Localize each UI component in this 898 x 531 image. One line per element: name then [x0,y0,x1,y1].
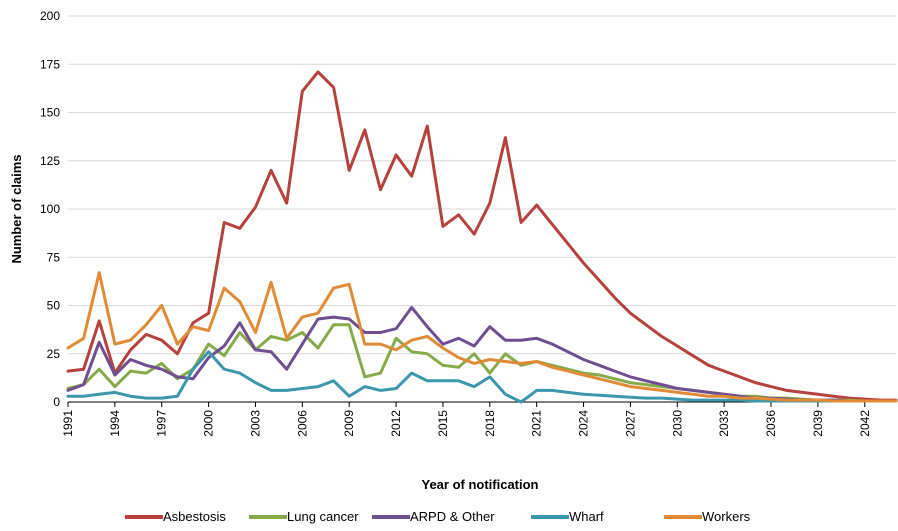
y-tick-label: 75 [47,250,61,264]
y-tick-label: 100 [40,202,60,216]
x-tick-label: 2000 [202,410,216,437]
x-tick-label: 2003 [248,410,262,437]
y-tick-labels: 0 25 50 75 100 125 150 175 200 [40,9,60,409]
x-tick-label: 2009 [342,410,356,437]
y-tick-label: 25 [47,347,61,361]
x-tick-label: 2015 [436,410,450,437]
y-axis-title: Number of claims [9,154,24,263]
legend-label: ARPD & Other [410,509,495,524]
y-tick-label: 175 [40,57,60,71]
x-tick-label: 2042 [858,410,872,437]
series-line-asbestosis [66,70,898,402]
y-tick-label: 50 [47,299,61,313]
x-tick-label: 1997 [155,410,169,437]
y-tick-label: 200 [40,9,60,23]
legend: Asbestosis Lung cancer ARPD & Other Wharf Wo… [125,509,751,524]
x-tick-label: 2039 [811,410,825,437]
y-tick-label: 125 [40,154,60,168]
x-tick-label: 2036 [764,410,778,437]
x-tick-label: 2030 [670,410,684,437]
x-tick-label: 2012 [389,410,403,437]
series-line-lung-cancer [66,323,898,403]
series-line-workers [66,271,898,403]
legend-label: Lung cancer [287,509,359,524]
x-tick-label: 1991 [61,410,75,437]
x-axis-title: Year of notification [421,477,538,492]
legend-label: Wharf [569,509,604,524]
x-tick-labels: 1991 1994 1997 2000 2003 2006 2009 2012 2015 2018… [61,402,872,437]
y-tick-label: 150 [40,106,60,120]
x-tick-label: 2027 [623,410,637,437]
x-tick-label: 2024 [577,410,591,437]
legend-label: Workers [702,509,751,524]
x-tick-label: 2033 [717,410,731,437]
x-tick-label: 2006 [295,410,309,437]
series-lines [66,70,898,404]
x-tick-label: 1994 [108,410,122,437]
legend-label: Asbestosis [163,509,226,524]
x-tick-label: 2021 [530,410,544,437]
x-tick-label: 2018 [483,410,497,437]
gridlines [68,15,896,355]
series-line-wharf [66,350,898,404]
y-tick-label: 0 [53,395,60,409]
